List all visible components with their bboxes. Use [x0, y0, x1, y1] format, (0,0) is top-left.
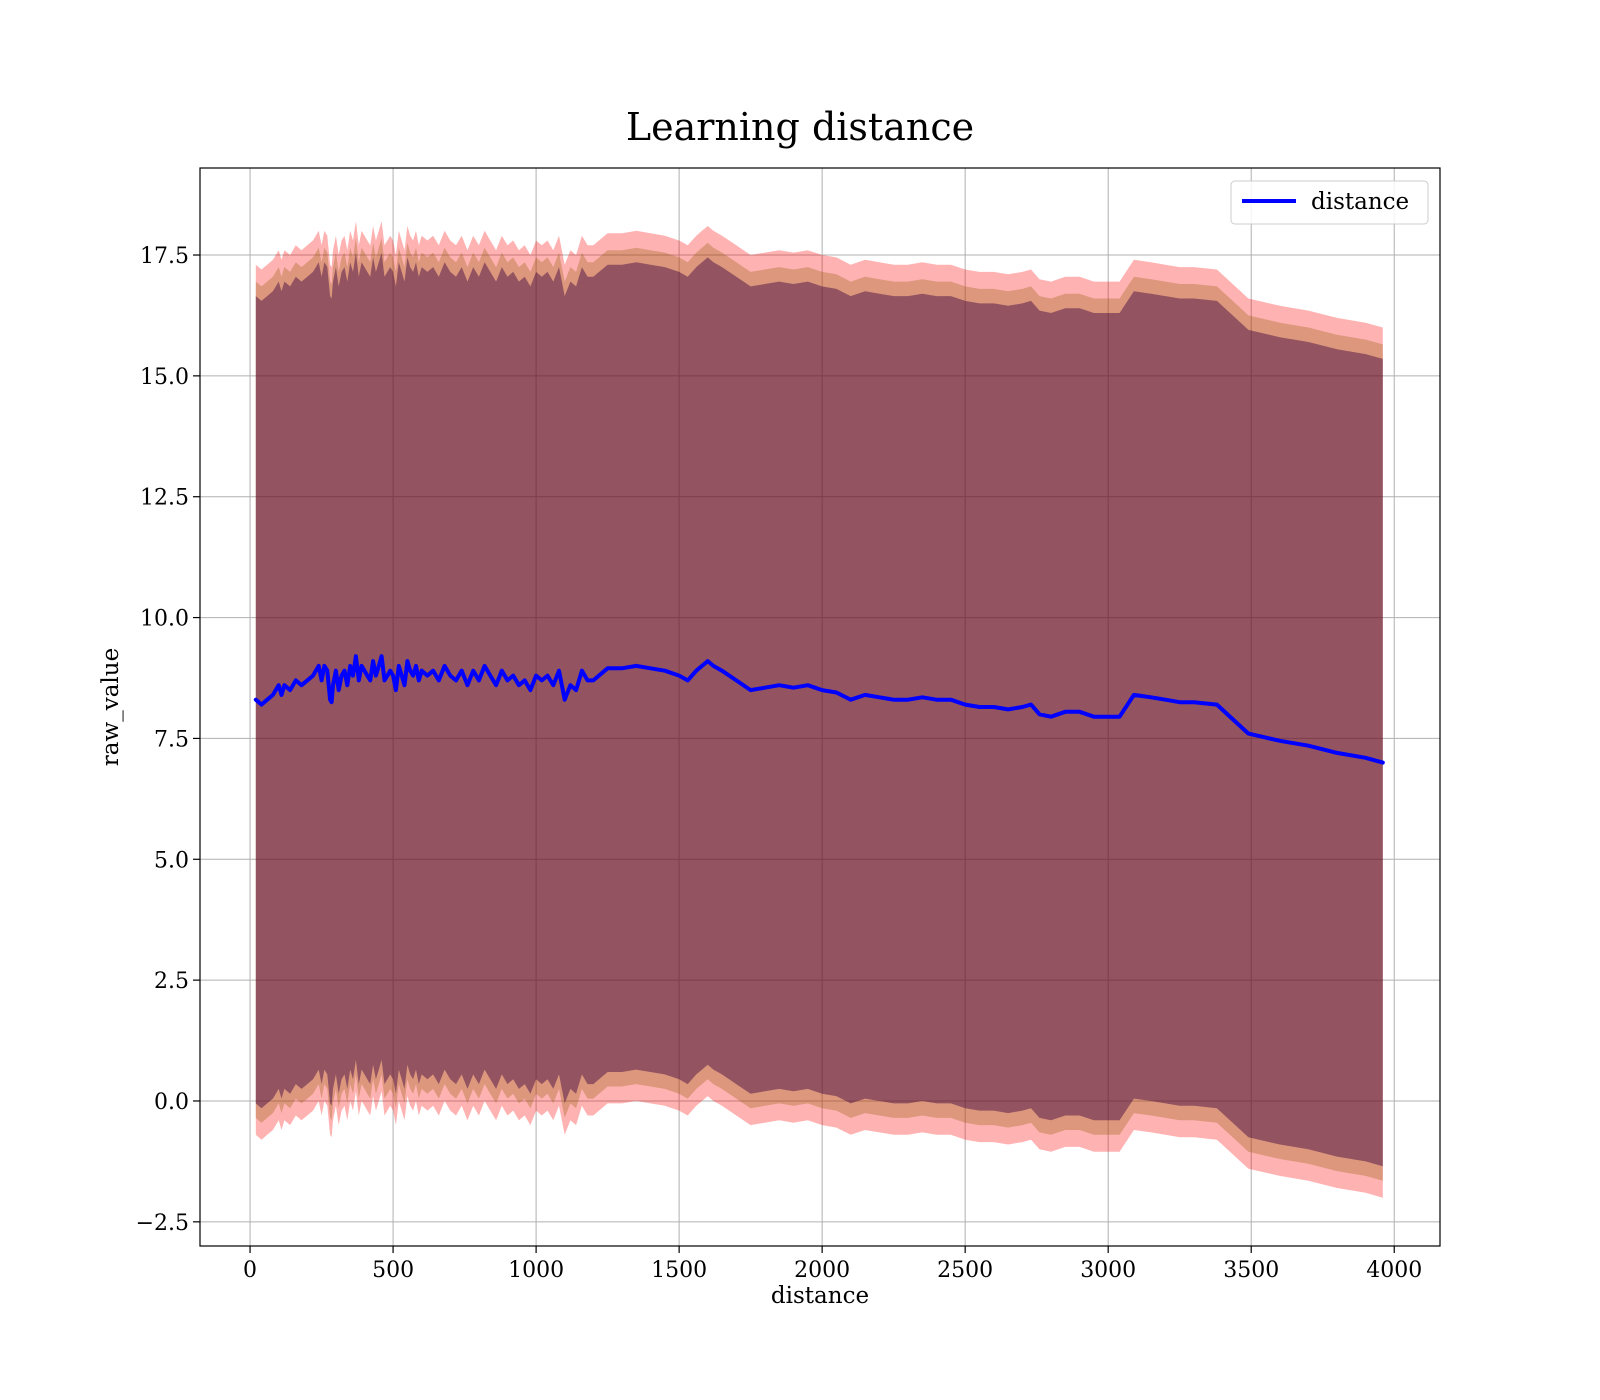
x-tick-label: 1500: [651, 1258, 707, 1283]
x-tick-label: 1000: [508, 1258, 564, 1283]
y-axis-ticks: −2.5 0.0 2.5 5.0 7.5 10.0 12.5 15.0 17.5: [136, 244, 200, 1236]
x-tick-label: 2500: [937, 1258, 993, 1283]
x-axis-ticks: 0 500 1000 1500 2000 2500 3000 3500 4000: [243, 1246, 1422, 1283]
x-tick-label: 0: [243, 1258, 257, 1283]
y-tick-label: 15.0: [140, 365, 189, 390]
y-tick-label: 10.0: [140, 607, 189, 632]
middle-band: [255, 238, 1383, 1181]
confidence-bands: [255, 221, 1383, 1198]
chart-title: Learning distance: [626, 105, 974, 149]
y-tick-label: 17.5: [140, 244, 189, 269]
x-tick-label: 500: [372, 1258, 414, 1283]
series-lines: [253, 654, 1385, 765]
inner-band: [255, 252, 1383, 1167]
legend: distance: [1230, 180, 1429, 225]
y-axis-title: raw_value: [98, 648, 124, 766]
plot-background: [200, 168, 1440, 1246]
x-axis-title: distance: [771, 1283, 869, 1309]
x-tick-label: 3000: [1080, 1258, 1136, 1283]
plot-frame: [199, 167, 1441, 1247]
y-tick-label: 2.5: [154, 969, 189, 994]
y-tick-label: 12.5: [140, 486, 189, 511]
legend-label: distance: [1311, 189, 1409, 215]
x-tick-label: 4000: [1366, 1258, 1422, 1283]
distance-series-line: [253, 654, 1385, 765]
y-tick-label: −2.5: [136, 1211, 189, 1236]
x-tick-label: 3500: [1223, 1258, 1279, 1283]
outer-band: [255, 221, 1383, 1198]
y-tick-label: 0.0: [154, 1090, 189, 1115]
x-tick-label: 2000: [794, 1258, 850, 1283]
y-tick-label: 7.5: [154, 727, 189, 752]
grid-lines: [200, 168, 1440, 1246]
y-tick-label: 5.0: [154, 848, 189, 873]
legend-box: [1230, 180, 1429, 225]
